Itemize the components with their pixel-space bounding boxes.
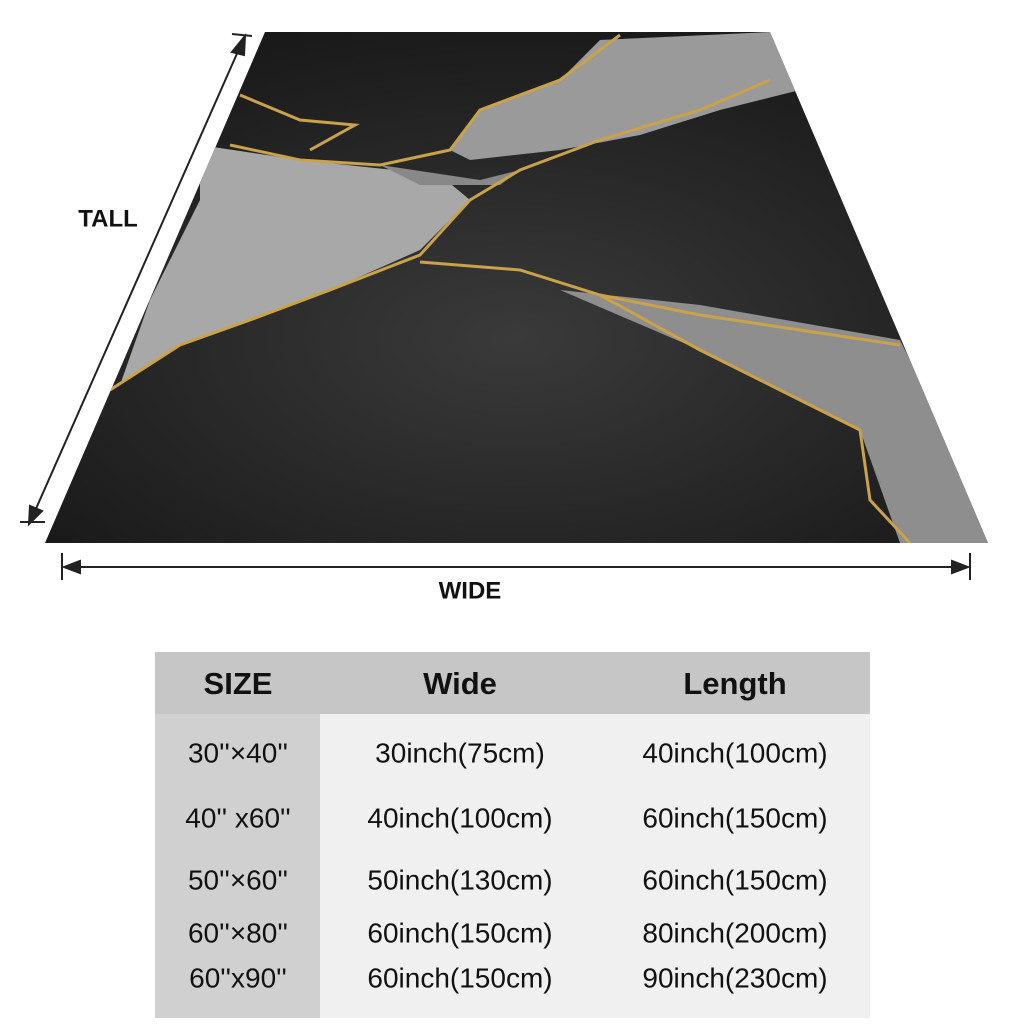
table-cell: 60inch(150cm): [642, 864, 827, 895]
table-cell: 40inch(100cm): [367, 802, 552, 833]
table-cell: 30''×40'': [188, 737, 288, 768]
table-cell: 60''x90'': [189, 962, 287, 993]
dimension-arrows: [20, 32, 971, 580]
table-cell: 60''×80'': [188, 917, 288, 948]
rug: [45, 32, 988, 543]
table-cell: 40inch(100cm): [642, 737, 827, 768]
table-cell: 90inch(230cm): [642, 962, 827, 993]
table-cell: 50inch(130cm): [367, 864, 552, 895]
table-cell: 60inch(150cm): [642, 802, 827, 833]
table-cell: 40'' x60'': [185, 802, 290, 833]
table-cell: 50''×60'': [188, 864, 288, 895]
header-cell: Length: [683, 666, 786, 701]
size-table: [155, 652, 870, 1018]
header-cell: Wide: [423, 666, 497, 701]
table-cell: 30inch(75cm): [375, 737, 545, 768]
tall-label: TALL: [78, 205, 138, 232]
wide-label: WIDE: [439, 577, 502, 604]
table-cell: 80inch(200cm): [642, 917, 827, 948]
header-cell: SIZE: [204, 666, 273, 701]
table-cell: 60inch(150cm): [367, 917, 552, 948]
table-cell: 60inch(150cm): [367, 962, 552, 993]
